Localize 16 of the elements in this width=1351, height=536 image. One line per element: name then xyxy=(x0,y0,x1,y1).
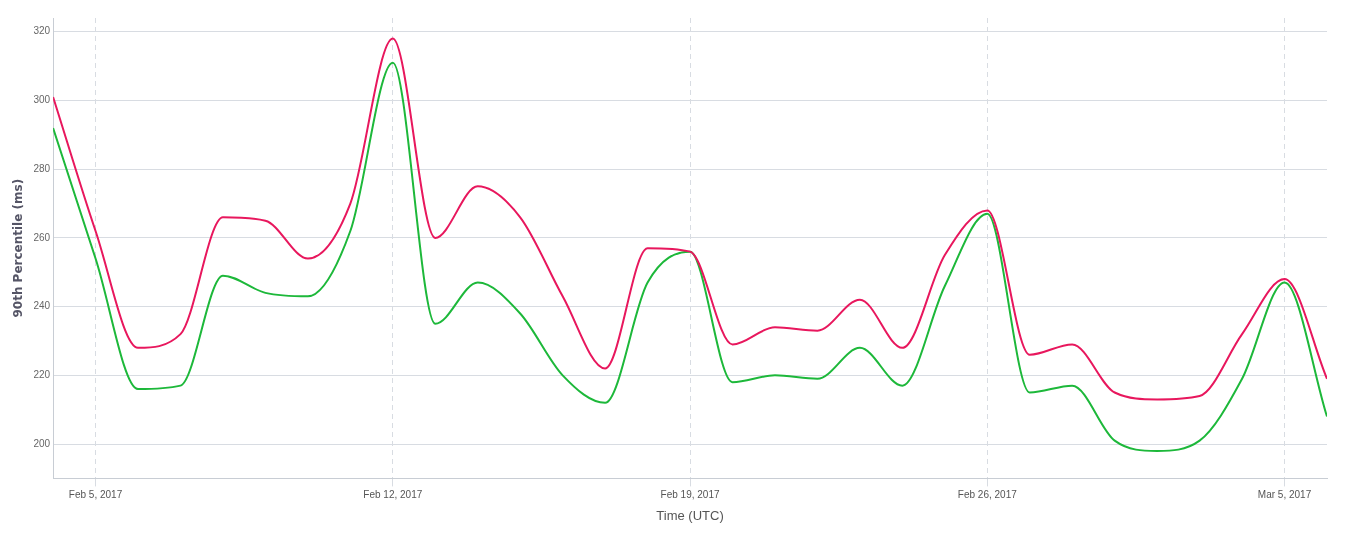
line-series xyxy=(53,61,1327,452)
x-tick-label: Feb 26, 2017 xyxy=(957,489,1018,501)
x-tick-label: Feb 19, 2017 xyxy=(660,489,720,501)
x-axis-title: Time (UTC) xyxy=(656,507,724,523)
y-tick-label: 300 xyxy=(33,94,51,106)
y-tick-label: 260 xyxy=(33,231,51,243)
y-axis-title: 90th Percentile (ms) xyxy=(11,178,26,318)
y-tick-label: 220 xyxy=(33,369,51,381)
x-tick-label: Mar 5, 2017 xyxy=(1257,489,1312,501)
x-tick-label: Feb 5, 2017 xyxy=(68,489,123,501)
x-tick-label: Feb 12, 2017 xyxy=(363,489,423,501)
y-tick-label: 280 xyxy=(33,162,51,174)
y-tick-label: 320 xyxy=(33,25,51,37)
line-series xyxy=(53,37,1327,401)
y-tick-label: 240 xyxy=(33,300,51,312)
y-tick-label: 200 xyxy=(33,437,51,449)
